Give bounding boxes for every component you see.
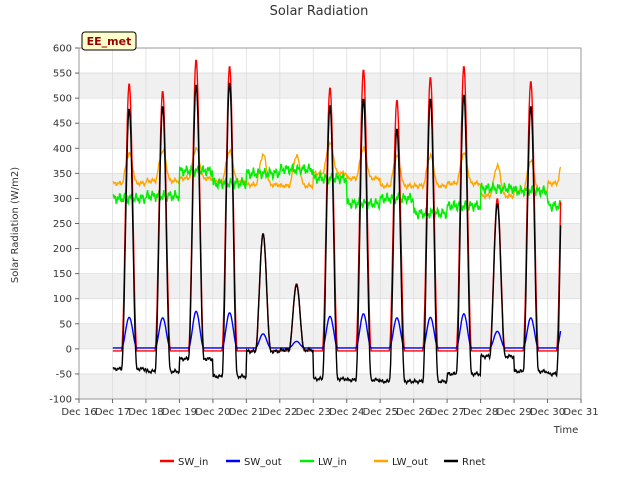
- x-tick-label: Dec 30: [530, 407, 565, 418]
- y-tick-label: 300: [53, 194, 72, 205]
- grid-band: [79, 273, 581, 299]
- chart-title: Solar Radiation: [270, 4, 369, 19]
- x-tick-label: Dec 25: [363, 407, 398, 418]
- y-tick-label: 600: [53, 44, 72, 55]
- x-tick-label: Dec 26: [396, 407, 431, 418]
- grid-band: [79, 223, 581, 249]
- y-tick-label: 150: [53, 269, 72, 280]
- series-line-sw_in: [112, 59, 562, 352]
- legend-label-sw_out: SW_out: [244, 457, 282, 468]
- grid-band: [79, 73, 581, 99]
- x-tick-label: Dec 27: [430, 407, 465, 418]
- station-badge-box: [81, 31, 137, 51]
- x-tick-label: Dec 18: [128, 407, 163, 418]
- y-tick-label: 450: [53, 119, 72, 130]
- grid-band: [79, 323, 581, 349]
- y-axis-label: Solar Radiation (W/m2): [10, 167, 21, 283]
- x-tick-label: Dec 20: [195, 407, 230, 418]
- y-tick-label: 350: [53, 169, 72, 180]
- x-tick-label: Dec 22: [262, 407, 297, 418]
- x-tick-label: Dec 19: [162, 407, 197, 418]
- x-tick-label: Dec 29: [496, 407, 531, 418]
- x-tick-label: Dec 17: [95, 407, 130, 418]
- series-line-rnet: [112, 82, 562, 386]
- grid-bands: [79, 73, 581, 399]
- y-tick-label: 500: [53, 94, 72, 105]
- x-tick-label: Dec 31: [563, 407, 598, 418]
- station-badge: EE_met: [81, 31, 137, 51]
- y-tick-label: 550: [53, 69, 72, 80]
- y-tick-label: 0: [66, 344, 72, 355]
- x-tick-label: Dec 21: [229, 407, 264, 418]
- x-tick-label: Dec 24: [329, 407, 364, 418]
- y-tick-label: 100: [53, 294, 72, 305]
- legend: SW_in SW_out LW_in LW_out Rnet: [160, 457, 485, 468]
- series-layer: [112, 59, 562, 386]
- x-tick-label: Dec 28: [463, 407, 498, 418]
- series-line-lw_out: [112, 140, 562, 201]
- grid-band: [79, 373, 581, 399]
- y-tick-label: -50: [56, 369, 72, 380]
- series-line-lw_in: [112, 162, 562, 222]
- legend-label-lw_out: LW_out: [392, 457, 428, 468]
- y-tick-label: 400: [53, 144, 72, 155]
- y-axis-ticks: -100 -50 0 50 100 150 200 250 300 350 400 450 500 550…: [49, 44, 79, 406]
- y-tick-label: 50: [59, 319, 72, 330]
- legend-label-lw_in: LW_in: [318, 457, 347, 468]
- y-tick-label: 250: [53, 219, 72, 230]
- x-axis-label: Time: [553, 425, 578, 436]
- station-badge-label: EE_met: [87, 35, 132, 48]
- y-tick-label: -100: [49, 395, 72, 406]
- x-tick-label: Dec 16: [61, 407, 96, 418]
- legend-label-rnet: Rnet: [462, 457, 485, 468]
- legend-label-sw_in: SW_in: [178, 457, 208, 468]
- grid-band: [79, 123, 581, 149]
- y-tick-label: 200: [53, 244, 72, 255]
- x-tick-label: Dec 23: [296, 407, 331, 418]
